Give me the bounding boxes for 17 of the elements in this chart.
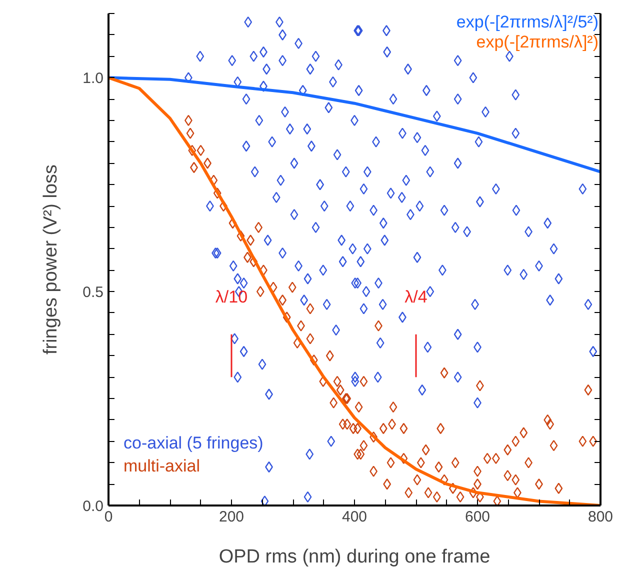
annotation: λ/10	[215, 287, 248, 306]
y-tick-label: 0.0	[82, 498, 104, 515]
line-series	[108, 76, 600, 174]
series-label: co-axial (5 fringes)	[124, 434, 264, 452]
annotation: λ/4	[404, 287, 428, 306]
x-tick-label: 400	[342, 508, 368, 526]
y-axis-title: fringes power (V²) loss	[40, 164, 62, 355]
text: exp(-[2πrms/λ]²/5²)	[456, 12, 599, 32]
x-axis-title: OPD rms (nm) during one frame	[218, 546, 490, 568]
text: multi-axial	[124, 456, 200, 476]
x-tick-label: 0	[104, 508, 113, 526]
text: exp(-[2πrms/λ]²)	[476, 32, 599, 52]
x-tick-label: 200	[218, 508, 244, 526]
x-tick-label: 800	[588, 508, 614, 526]
y-tick-label: 0.5	[82, 284, 104, 302]
y-tick-label: 1.0	[82, 70, 104, 88]
x-tick-label: 600	[464, 508, 490, 526]
